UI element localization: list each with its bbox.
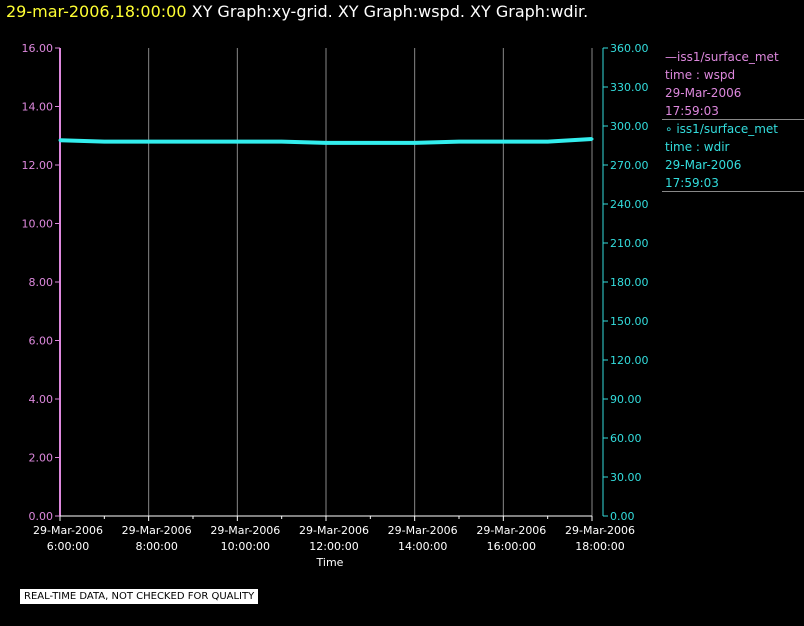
- left-y-tick-label: 10.00: [22, 218, 54, 231]
- x-tick-date-label: 29-Mar-2006: [33, 524, 103, 537]
- x-tick-time-label: 14:00:00: [398, 540, 447, 553]
- data-point: [546, 140, 550, 144]
- data-point: [58, 138, 62, 142]
- left-y-tick-label: 8.00: [29, 276, 54, 289]
- right-y-tick-label: 60.00: [610, 432, 642, 445]
- data-point: [102, 140, 106, 144]
- left-y-tick-label: 16.00: [22, 42, 54, 55]
- x-tick-date-label: 29-Mar-2006: [122, 524, 192, 537]
- right-y-tick-label: 360.00: [610, 42, 649, 55]
- x-tick-time-label: 8:00:00: [135, 540, 177, 553]
- data-point: [590, 137, 594, 141]
- right-y-tick-label: 120.00: [610, 354, 649, 367]
- legend-circle-symbol: ∘: [665, 122, 673, 136]
- x-tick-time-label: 6:00:00: [47, 540, 89, 553]
- right-y-tick-label: 90.00: [610, 393, 642, 406]
- header-graph-2: XY Graph:wspd.: [337, 2, 465, 21]
- series-layer: [58, 137, 594, 145]
- data-point: [368, 141, 372, 145]
- x-tick-time-label: 16:00:00: [487, 540, 536, 553]
- legend-line-symbol: —: [665, 50, 677, 64]
- legend-divider: [662, 119, 804, 120]
- left-y-tick-label: 12.00: [22, 159, 54, 172]
- right-y-tick-label: 210.00: [610, 237, 649, 250]
- axes: [59, 48, 604, 517]
- data-point: [324, 141, 328, 145]
- legend-var: time : wdir: [665, 140, 730, 154]
- x-tick-date-label: 29-Mar-2006: [388, 524, 458, 537]
- x-axis-label: Time: [316, 556, 344, 569]
- right-y-tick-label: 300.00: [610, 120, 649, 133]
- legend-source: iss1/surface_met: [677, 50, 779, 64]
- x-tick-time-label: 18:00:00: [575, 540, 624, 553]
- data-point: [413, 141, 417, 145]
- x-tick-time-label: 12:00:00: [309, 540, 358, 553]
- chart-header: 29-mar-2006,18:00:00 XY Graph:xy-grid. X…: [6, 2, 588, 22]
- x-tick-date-label: 29-Mar-2006: [210, 524, 280, 537]
- left-y-tick-label: 14.00: [22, 101, 54, 114]
- legend-item-wspd: —iss1/surface_met time : wspd 29-Mar-200…: [665, 48, 779, 120]
- right-y-axis: 0.00 30.00 60.00 90.00 120.00 150.00 180.00 210…: [603, 42, 649, 523]
- data-point: [457, 140, 461, 144]
- data-point: [280, 140, 284, 144]
- x-axis: 29-Mar-2006 6:00:00 29-Mar-2006 8:00:00 29-M…: [33, 516, 635, 569]
- x-tick-time-label: 10:00:00: [221, 540, 270, 553]
- data-point: [191, 140, 195, 144]
- left-y-tick-label: 2.00: [29, 452, 54, 465]
- legend-date: 29-Mar-2006: [665, 86, 742, 100]
- right-y-tick-label: 330.00: [610, 81, 649, 94]
- right-y-tick-label: 150.00: [610, 315, 649, 328]
- quality-notice: REAL-TIME DATA, NOT CHECKED FOR QUALITY: [20, 589, 259, 604]
- legend-time: 17:59:03: [665, 104, 719, 118]
- grid-lines: [148, 48, 593, 516]
- data-point: [501, 140, 505, 144]
- header-graph-1: XY Graph:xy-grid.: [191, 2, 333, 21]
- x-tick-date-label: 29-Mar-2006: [476, 524, 546, 537]
- legend-divider: [662, 191, 804, 192]
- data-point: [235, 140, 239, 144]
- right-y-tick-label: 180.00: [610, 276, 649, 289]
- right-y-tick-label: 270.00: [610, 159, 649, 172]
- header-graph-3: XY Graph:wdir.: [470, 2, 589, 21]
- left-y-tick-label: 0.00: [29, 510, 54, 523]
- left-y-tick-label: 6.00: [29, 335, 54, 348]
- left-y-tick-label: 4.00: [29, 393, 54, 406]
- left-y-axis: 0.00 2.00 4.00 6.00 8.00 10.00 12.00 14.00 16.00: [22, 42, 60, 523]
- right-y-tick-label: 30.00: [610, 471, 642, 484]
- x-tick-date-label: 29-Mar-2006: [565, 524, 635, 537]
- legend-var: time : wspd: [665, 68, 736, 82]
- legend-item-wdir: ∘ iss1/surface_met time : wdir 29-Mar-20…: [665, 120, 778, 192]
- legend-time: 17:59:03: [665, 176, 719, 190]
- right-y-tick-label: 0.00: [610, 510, 635, 523]
- legend-source: iss1/surface_met: [676, 122, 778, 136]
- header-datetime: 29-mar-2006,18:00:00: [6, 2, 187, 21]
- right-y-tick-label: 240.00: [610, 198, 649, 211]
- legend-date: 29-Mar-2006: [665, 158, 742, 172]
- x-tick-date-label: 29-Mar-2006: [299, 524, 369, 537]
- data-point: [147, 140, 151, 144]
